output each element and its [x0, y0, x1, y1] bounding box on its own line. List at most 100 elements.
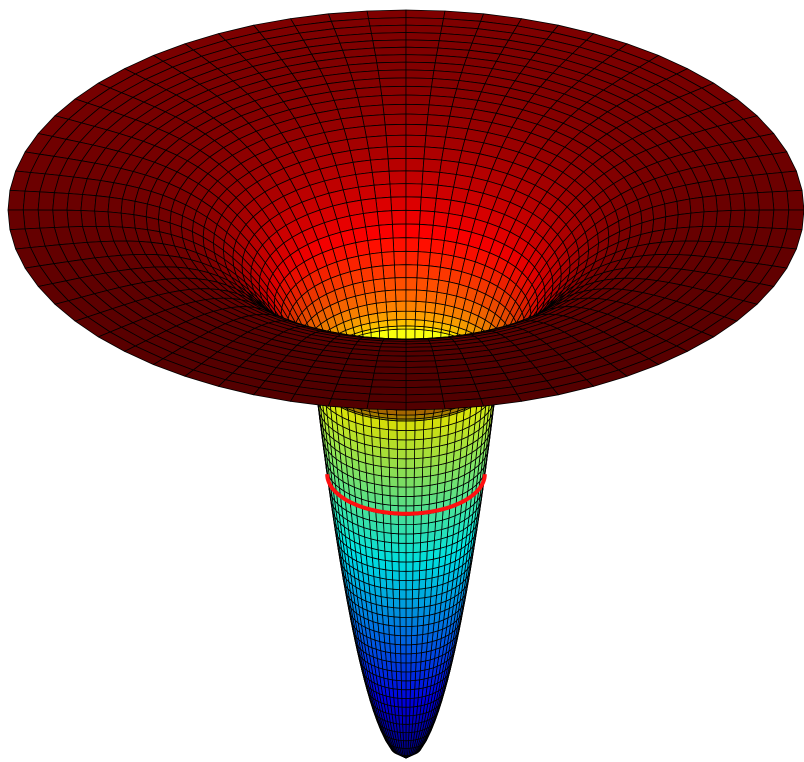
surface-patch	[400, 662, 407, 673]
surface-patch	[437, 172, 457, 188]
surface-patch	[405, 486, 415, 497]
surface-patch	[402, 715, 407, 725]
surface-patch	[400, 671, 407, 682]
surface-patch	[395, 662, 402, 673]
surface-patch	[405, 458, 415, 469]
surface-patch	[405, 635, 412, 646]
surface-patch	[419, 541, 428, 553]
surface-patch	[415, 652, 422, 663]
surface-patch	[416, 634, 424, 645]
surface-patch	[396, 420, 407, 431]
surface-patch	[416, 264, 430, 279]
surface-patch	[395, 289, 407, 302]
surface-patch	[368, 146, 389, 161]
surface-patch	[391, 542, 400, 553]
surface-patch	[374, 290, 387, 304]
surface-patch	[743, 209, 760, 228]
surface-patch	[405, 414, 416, 420]
surface-patch	[416, 643, 423, 654]
surface-patch	[399, 616, 407, 627]
surface-patch	[424, 577, 433, 589]
surface-patch	[387, 606, 395, 618]
surface-patch	[394, 277, 407, 291]
surface-patch	[390, 523, 399, 535]
surface-patch	[380, 456, 390, 468]
surface-patch	[771, 190, 790, 211]
surface-patch	[398, 561, 407, 572]
surface-patch	[421, 475, 431, 487]
surface-patch	[398, 542, 407, 554]
surface-patch	[389, 476, 399, 488]
surface-patch	[393, 250, 407, 266]
surface-patch	[424, 301, 437, 314]
surface-patch	[391, 209, 407, 225]
surface-patch	[430, 238, 445, 255]
surface-patch	[405, 644, 412, 655]
surface-patch	[381, 484, 391, 497]
surface-patch	[385, 569, 394, 581]
surface-patch	[425, 124, 449, 138]
surface-patch	[405, 495, 415, 507]
surface-patch	[405, 9, 446, 19]
surface-patch	[409, 697, 415, 708]
surface-patch	[399, 626, 407, 637]
surface-patch	[415, 300, 427, 313]
surface-patch	[405, 17, 444, 27]
surface-patch	[423, 605, 431, 617]
surface-patch	[380, 596, 389, 608]
surface-patch	[400, 644, 407, 655]
surface-patch	[431, 224, 447, 241]
surface-patch	[405, 85, 432, 96]
surface-patch	[107, 211, 123, 228]
surface-patch	[392, 570, 400, 581]
surface-patch	[412, 532, 422, 544]
surface-patch	[410, 662, 417, 673]
surface-patch	[382, 623, 390, 635]
surface-patch	[397, 514, 407, 525]
surface-patch	[405, 689, 411, 699]
surface-patch	[434, 197, 452, 214]
surface-patch	[786, 190, 804, 211]
surface-patch	[80, 210, 97, 227]
surface-patch	[373, 183, 392, 199]
surface-patch	[107, 196, 123, 214]
surface-patch	[405, 103, 430, 115]
surface-patch	[401, 706, 407, 717]
surface-patch	[405, 420, 416, 431]
surface-patch	[405, 680, 411, 691]
surface-patch	[405, 467, 415, 479]
surface-patch	[411, 616, 419, 627]
surface-patch	[414, 457, 424, 469]
surface-patch	[405, 223, 420, 239]
surface-patch	[419, 210, 436, 226]
surface-patch	[393, 607, 401, 618]
surface-patch	[405, 158, 425, 172]
surface-patch	[422, 437, 433, 449]
surface-patch	[417, 251, 431, 267]
surface-patch	[405, 386, 443, 396]
surface-patch	[120, 212, 136, 229]
surface-patch	[378, 558, 387, 571]
surface-patch	[22, 190, 41, 211]
surface-patch	[405, 170, 424, 185]
surface-patch	[379, 418, 389, 430]
surface-patch	[388, 448, 398, 459]
surface-patch	[376, 61, 407, 71]
surface-patch	[374, 493, 384, 505]
surface-patch	[395, 310, 407, 321]
surface-patch	[422, 447, 432, 459]
surface-patch	[417, 237, 433, 253]
surface-patch	[405, 39, 440, 49]
surface-patch	[352, 159, 373, 175]
surface-patch	[405, 372, 440, 381]
surface-patch	[52, 209, 69, 228]
surface-patch	[414, 670, 421, 681]
surface-patch	[385, 578, 394, 590]
surface-patch	[390, 652, 397, 663]
surface-patch	[426, 278, 440, 293]
surface-patch	[370, 158, 390, 173]
surface-patch	[385, 134, 407, 148]
surface-patch	[396, 328, 407, 341]
surface-patch	[410, 680, 416, 690]
surface-patch	[421, 494, 430, 506]
